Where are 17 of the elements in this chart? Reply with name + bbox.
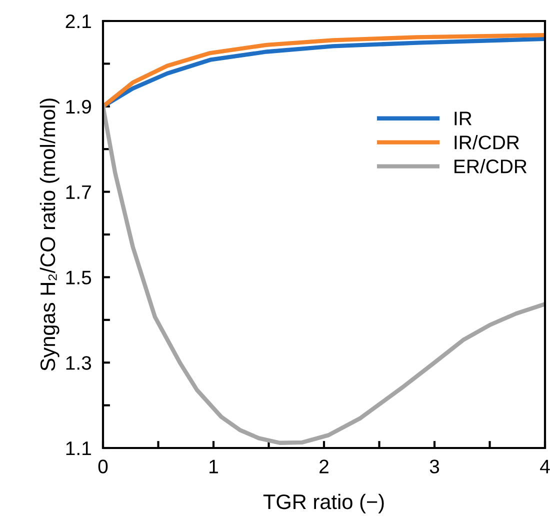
x-tick-label: 4	[540, 460, 550, 474]
line-series	[103, 104, 545, 445]
x-tick-label: 2	[320, 460, 328, 474]
x-tick-label: 0	[98, 460, 108, 474]
y-tick-label: 2.1	[66, 14, 91, 28]
y-tick-label: 1.5	[66, 270, 92, 284]
x-tick-label: 3	[430, 460, 440, 474]
x-axis-title: TGR ratio (−)	[263, 494, 384, 514]
legend-label: IR	[454, 112, 472, 126]
y-tick-label: 1.3	[66, 356, 92, 370]
y-tick-label: 1.1	[66, 442, 91, 456]
y-tick-label: 1.7	[66, 185, 91, 199]
y-axis-title: Syngas H₂/CO ratio (mol/mol)	[40, 98, 60, 371]
x-tick-label: 1	[210, 460, 218, 474]
legend-label: IR/CDR	[454, 135, 520, 150]
y-tick-label: 1.9	[66, 100, 91, 114]
legend-label: ER/CDR	[454, 159, 527, 174]
